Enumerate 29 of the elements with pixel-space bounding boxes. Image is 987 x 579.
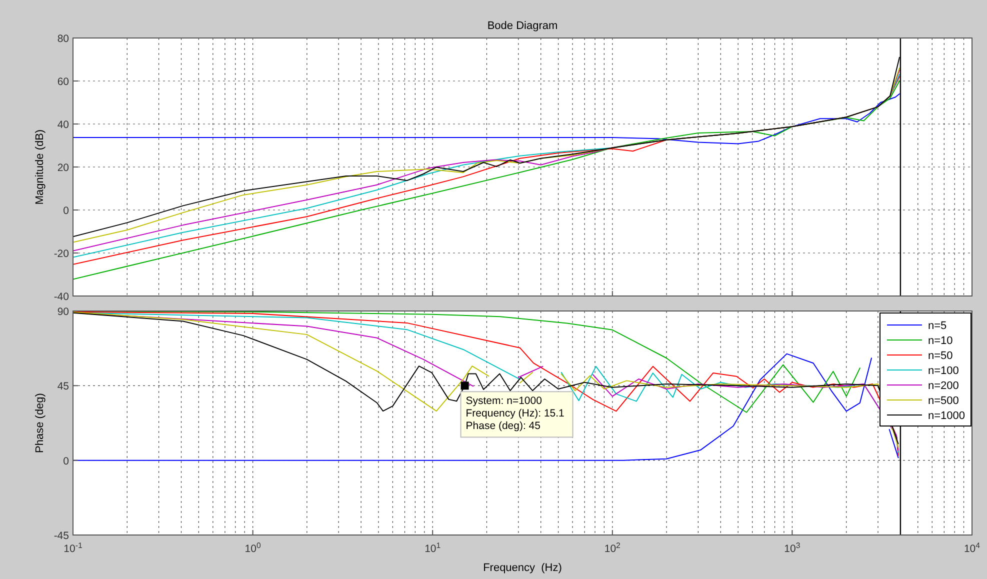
y-tick-label: 60 — [57, 76, 70, 88]
y-tick-label: 0 — [63, 205, 70, 217]
legend-label: n=50 — [928, 350, 953, 362]
x-tick-label: 10$^{0}$ — [244, 540, 262, 555]
x-axis-title: Frequency (Hz) — [483, 562, 562, 574]
y-tick-label: -40 — [54, 291, 70, 303]
legend-label: n=500 — [928, 395, 959, 407]
x-tick-label: 10$^{2}$ — [604, 540, 620, 555]
y-tick-label: -45 — [54, 530, 70, 542]
y-tick-label: 20 — [57, 162, 70, 174]
legend-label: n=10 — [928, 335, 953, 347]
y-axis-title: Phase (deg) — [34, 393, 46, 453]
legend-label: n=1000 — [928, 410, 966, 422]
x-tick-label: 10$^{1}$ — [424, 540, 441, 555]
x-tick-label: 10$^{3}$ — [784, 540, 801, 555]
x-tick-label: 10$^{-1}$ — [64, 540, 82, 555]
legend-label: n=5 — [928, 320, 947, 332]
legend-label: n=200 — [928, 380, 959, 392]
annotation: System: n=1000 Frequency (Hz): 15.1 Phase (deg): 45 — [466, 395, 565, 432]
y-tick-label: -20 — [54, 248, 70, 260]
chart-title: Bode Diagram — [487, 20, 558, 32]
legend-label: n=100 — [928, 365, 959, 377]
y-tick-label: 90 — [57, 306, 70, 318]
y-tick-label: 45 — [57, 380, 70, 393]
y-tick-label: 40 — [57, 119, 70, 131]
y-axis-title: Magnitude (dB) — [34, 129, 46, 205]
y-tick-label: 80 — [57, 33, 70, 45]
y-tick-label: 0 — [63, 455, 70, 468]
x-tick-label: 10$^{4}$ — [964, 540, 981, 555]
